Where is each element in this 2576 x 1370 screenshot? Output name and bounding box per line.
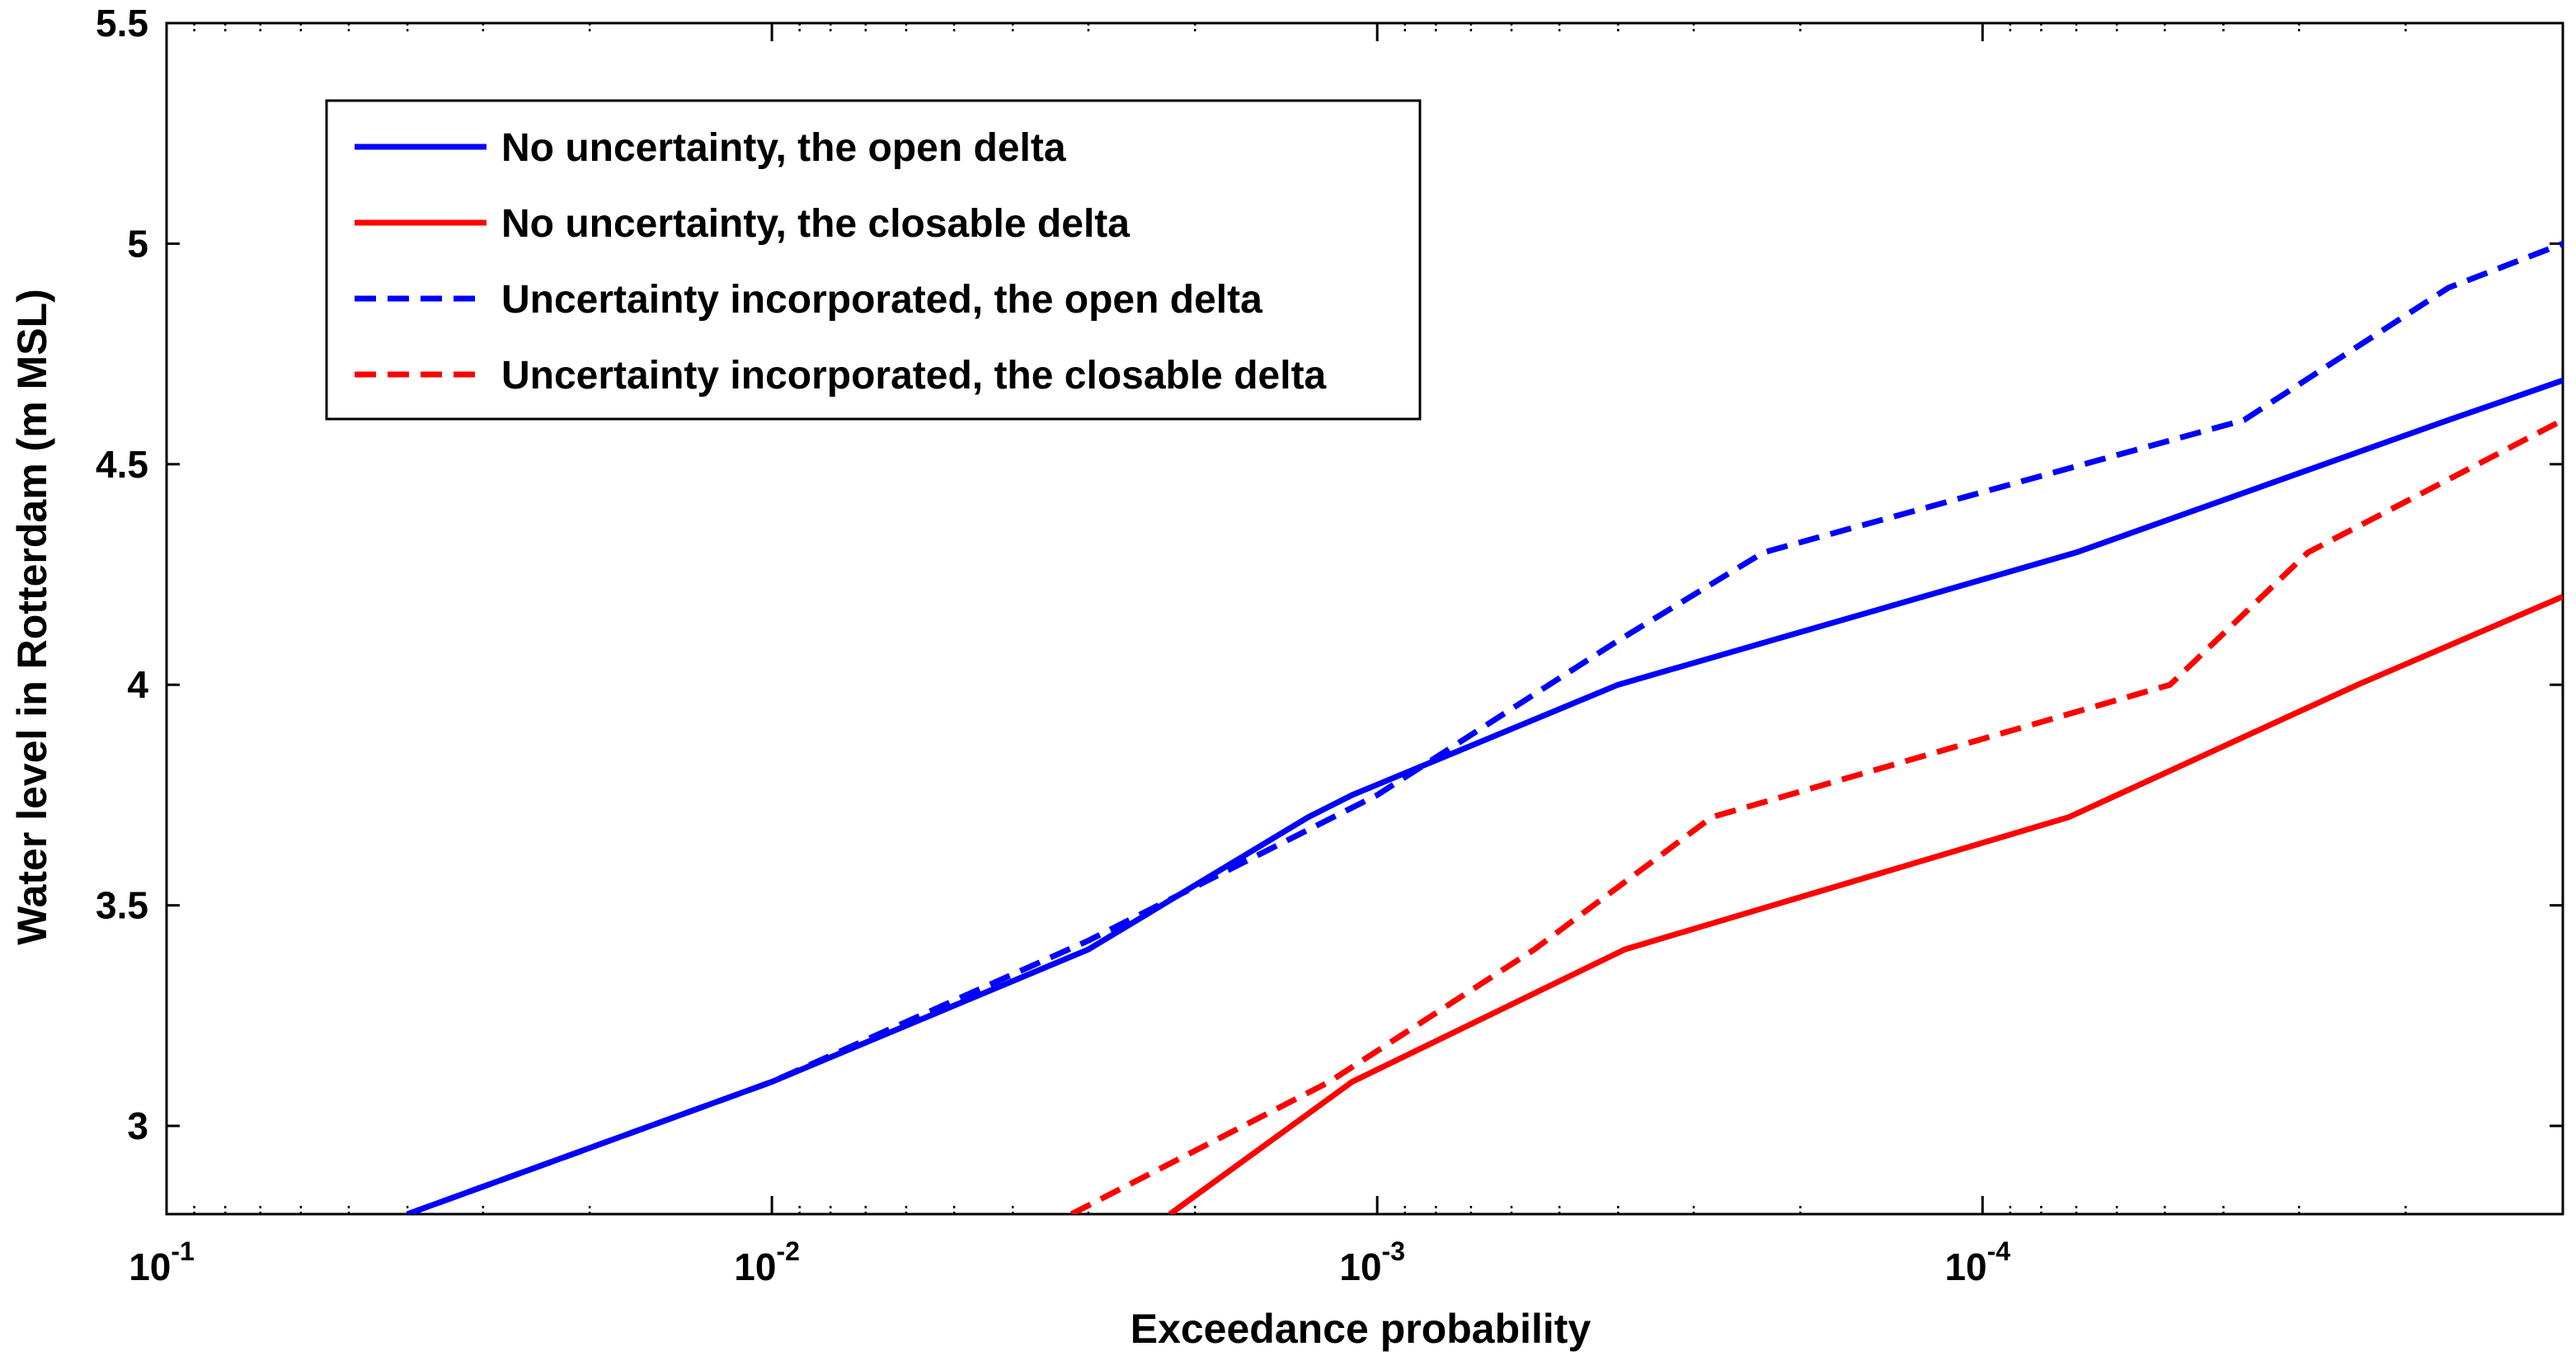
legend-items: No uncertainty, the open delta No uncerta… (355, 126, 1327, 398)
series-lines (406, 241, 2563, 1214)
y-axis-label: Water level in Rotterdam (m MSL) (9, 289, 55, 944)
x-tick-label-base: 10 (1339, 1245, 1381, 1288)
y-axis-ticks: 3 3.5 4 4.5 5 5.5 (96, 2, 2563, 1147)
y-tick-label: 5.5 (96, 2, 148, 45)
legend-box (325, 99, 1422, 421)
y-tick-label: 4.5 (96, 443, 148, 486)
legend-label: Uncertainty incorporated, the open delta (501, 278, 1262, 322)
x-tick-label: 10-1 (129, 1236, 195, 1288)
x-tick-label-exponent: -1 (171, 1236, 194, 1266)
legend-label: No uncertainty, the closable delta (501, 202, 1130, 246)
x-tick-label: 10-4 (1944, 1236, 2010, 1288)
x-tick-label-exponent: -4 (1987, 1236, 2011, 1266)
x-tick-label: 10-2 (734, 1236, 800, 1288)
y-tick-label: 3 (127, 1104, 148, 1147)
series-line-4 (1069, 417, 2563, 1214)
minor-ticks (193, 23, 2407, 1214)
x-axis-label: Exceedance probability (1131, 1306, 1591, 1352)
series-line-3 (406, 241, 2563, 1214)
x-tick-label-exponent: -2 (776, 1236, 799, 1266)
series-line-2 (1168, 594, 2563, 1214)
x-axis-ticks: 10-1 10-2 10-3 10-4 (129, 23, 2010, 1288)
x-tick-label-exponent: -3 (1382, 1236, 1405, 1266)
y-tick-label: 3.5 (96, 884, 148, 927)
legend-label: Uncertainty incorporated, the closable d… (501, 354, 1327, 398)
x-tick-label-base: 10 (1944, 1245, 1986, 1288)
x-tick-label: 10-3 (1339, 1236, 1405, 1288)
y-tick-label: 4 (127, 663, 148, 706)
legend: No uncertainty, the open delta No uncerta… (325, 99, 1422, 421)
y-tick-label: 5 (127, 222, 148, 265)
x-tick-label-base: 10 (129, 1245, 171, 1288)
legend-label: No uncertainty, the open delta (501, 126, 1066, 170)
x-tick-label-base: 10 (734, 1245, 776, 1288)
